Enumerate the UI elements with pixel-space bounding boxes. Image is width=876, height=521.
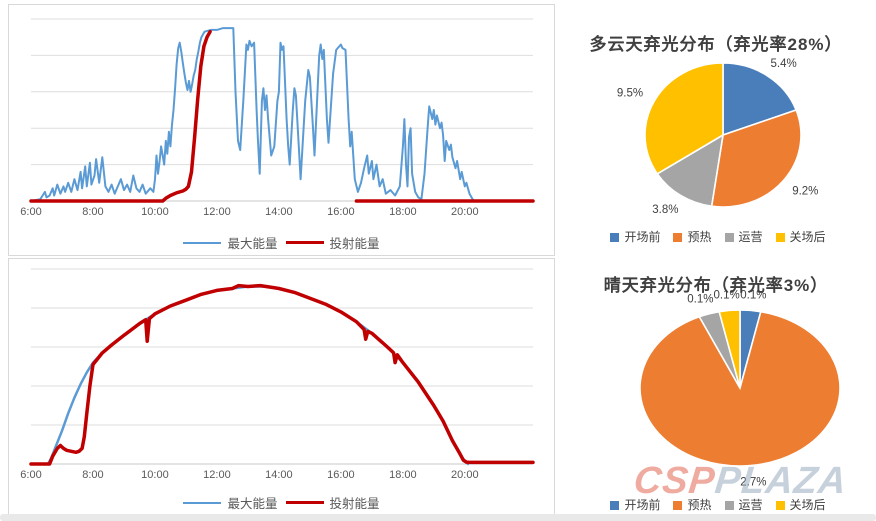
- svg-text:12:00: 12:00: [203, 469, 231, 481]
- svg-text:0.1%: 0.1%: [740, 290, 766, 302]
- line-chart-legend: 最大能量 投射能量: [9, 233, 554, 252]
- svg-text:9.2%: 9.2%: [792, 185, 818, 197]
- orange-square-icon: [673, 501, 683, 510]
- line-chart-legend: 最大能量 投射能量: [9, 493, 554, 512]
- legend-item-operation: 运营: [724, 228, 763, 245]
- gray-square-icon: [724, 233, 734, 242]
- red-line-swatch-icon: [285, 241, 324, 244]
- cloudy-pie-legend: 开场前 预热 运营 关场后: [560, 228, 876, 245]
- svg-text:20:00: 20:00: [451, 469, 479, 481]
- sunny-pie-legend: 开场前 预热 运营 关场后: [560, 496, 876, 513]
- svg-text:8:00: 8:00: [82, 469, 103, 481]
- svg-text:14:00: 14:00: [265, 206, 293, 218]
- svg-text:16:00: 16:00: [327, 469, 355, 481]
- legend-item-operation: 运营: [724, 496, 763, 513]
- sunny-pie-title: 晴天弃光分布（弃光率3%）: [603, 276, 829, 296]
- blue-line-swatch-icon: [183, 241, 222, 244]
- legend-item-projected-energy: 投射能量: [285, 493, 380, 512]
- legend-label: 投射能量: [329, 237, 380, 251]
- legend-item-before-opening: 开场前: [610, 228, 660, 245]
- blue-square-icon: [610, 501, 620, 510]
- svg-text:6:00: 6:00: [20, 469, 41, 481]
- svg-text:5.4%: 5.4%: [770, 58, 796, 70]
- sunny-day-line-chart-panel: 6:00 8:00 10:00 12:00 14:00 16:00 18:00 20:00 最…: [8, 258, 555, 517]
- svg-text:6:00: 6:00: [20, 206, 41, 218]
- svg-text:16:00: 16:00: [327, 206, 355, 218]
- legend-label: 最大能量: [227, 237, 278, 251]
- legend-item-preheat: 预热: [673, 496, 712, 513]
- cloudy-day-line-chart-panel: 6:00 8:00 10:00 12:00 14:00 16:00 18:00 20:00 最…: [8, 4, 555, 256]
- svg-text:0.1%: 0.1%: [713, 290, 739, 302]
- svg-text:18:00: 18:00: [389, 206, 417, 218]
- legend-item-before-opening: 开场前: [610, 496, 660, 513]
- blue-square-icon: [610, 233, 620, 242]
- orange-square-icon: [673, 233, 683, 242]
- blue-line-swatch-icon: [183, 501, 222, 504]
- legend-item-preheat: 预热: [673, 228, 712, 245]
- legend-item-max-energy: 最大能量: [183, 233, 278, 252]
- sunny-day-line-chart: 6:00 8:00 10:00 12:00 14:00 16:00 18:00 20:00: [20, 268, 535, 481]
- svg-text:8:00: 8:00: [82, 206, 103, 218]
- gray-square-icon: [724, 501, 734, 510]
- cloudy-pie-title: 多云天弃光分布（弃光率28%）: [589, 35, 843, 55]
- svg-text:12:00: 12:00: [203, 206, 231, 218]
- svg-text:2.7%: 2.7%: [740, 477, 766, 489]
- svg-text:9.5%: 9.5%: [617, 88, 643, 100]
- legend-item-after-closing: 关场后: [775, 228, 826, 245]
- legend-item-max-energy: 最大能量: [183, 493, 278, 512]
- legend-item-projected-energy: 投射能量: [285, 233, 380, 252]
- yellow-square-icon: [775, 501, 785, 510]
- svg-text:18:00: 18:00: [389, 469, 417, 481]
- legend-label: 最大能量: [227, 497, 278, 511]
- svg-text:10:00: 10:00: [141, 206, 169, 218]
- svg-text:14:00: 14:00: [265, 469, 293, 481]
- svg-text:10:00: 10:00: [141, 469, 169, 481]
- legend-item-after-closing: 关场后: [775, 496, 826, 513]
- cloudy-day-pie-chart: 5.4% 9.2% 3.8% 9.5%: [617, 58, 819, 216]
- cloudy-day-line-chart: 6:00 8:00 10:00 12:00 14:00 16:00 18:00 20:00: [20, 18, 535, 218]
- bottom-divider: [0, 514, 876, 521]
- svg-text:3.8%: 3.8%: [652, 204, 678, 216]
- red-line-swatch-icon: [285, 501, 324, 504]
- svg-text:0.1%: 0.1%: [687, 294, 713, 306]
- svg-text:20:00: 20:00: [451, 206, 479, 218]
- sunny-day-pie-chart: 0.1%2.7%0.1% 0.1%: [639, 290, 841, 489]
- yellow-square-icon: [775, 233, 785, 242]
- legend-label: 投射能量: [329, 497, 380, 511]
